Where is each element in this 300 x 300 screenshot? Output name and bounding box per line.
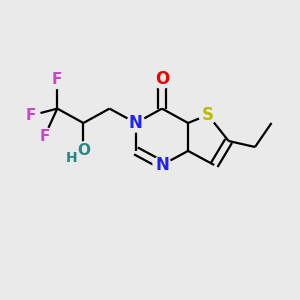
Text: F: F [39, 129, 50, 144]
Text: N: N [129, 114, 143, 132]
Text: N: N [155, 156, 169, 174]
Circle shape [35, 128, 53, 146]
Circle shape [153, 156, 171, 174]
Circle shape [153, 70, 171, 88]
Circle shape [22, 106, 40, 124]
Text: O: O [155, 70, 169, 88]
Circle shape [199, 106, 217, 124]
Text: F: F [52, 72, 62, 87]
Text: O: O [77, 143, 90, 158]
Text: H: H [66, 151, 78, 164]
Circle shape [127, 114, 145, 132]
Text: S: S [202, 106, 214, 124]
Circle shape [74, 142, 92, 160]
Circle shape [63, 148, 81, 166]
Text: F: F [26, 108, 36, 123]
Circle shape [48, 70, 66, 88]
